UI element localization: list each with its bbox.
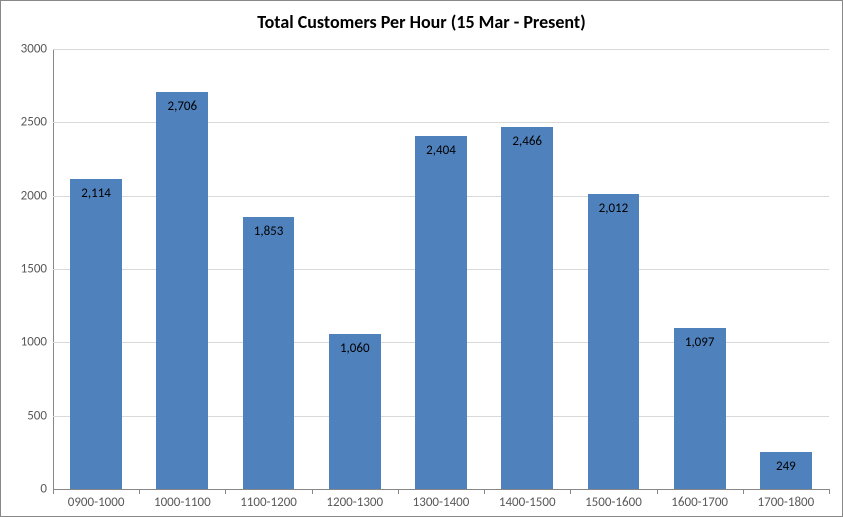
x-tick (657, 489, 658, 494)
y-tick-label: 1000 (21, 335, 53, 350)
bar-value-label: 2,404 (426, 143, 456, 158)
x-tick-label: 0900-1000 (68, 489, 125, 510)
x-tick-label: 1100-1200 (240, 489, 297, 510)
chart-title: Total Customers Per Hour (15 Mar - Prese… (1, 1, 842, 33)
x-tick-label: 1000-1100 (154, 489, 211, 510)
plot-area: 0500100015002000250030002,1140900-10002,… (53, 49, 829, 489)
bar-value-label: 2,012 (599, 201, 629, 216)
bar: 2,114 (70, 179, 122, 489)
x-tick (743, 489, 744, 494)
x-tick-label: 1200-1300 (326, 489, 383, 510)
gridline (53, 49, 829, 50)
x-tick (312, 489, 313, 494)
x-tick (398, 489, 399, 494)
bar-value-label: 249 (776, 459, 796, 474)
bar: 249 (760, 452, 812, 489)
bar: 1,853 (243, 217, 295, 489)
bar-value-label: 1,853 (254, 224, 284, 239)
x-tick-label: 1700-1800 (758, 489, 815, 510)
x-tick (139, 489, 140, 494)
y-tick-label: 3000 (21, 42, 53, 57)
bar-value-label: 1,060 (340, 341, 370, 356)
bar-value-label: 2,706 (168, 99, 198, 114)
bar: 2,706 (156, 92, 208, 489)
x-tick (484, 489, 485, 494)
bar: 2,466 (501, 127, 553, 489)
y-tick-label: 2500 (21, 115, 53, 130)
x-tick (225, 489, 226, 494)
bar: 2,404 (415, 136, 467, 489)
bar-value-label: 2,466 (512, 134, 542, 149)
x-tick-label: 1600-1700 (671, 489, 728, 510)
bar-value-label: 1,097 (685, 335, 715, 350)
bar: 1,060 (329, 334, 381, 489)
bar: 2,012 (588, 194, 640, 489)
x-tick-label: 1300-1400 (413, 489, 470, 510)
bar: 1,097 (674, 328, 726, 489)
x-tick (829, 489, 830, 494)
x-tick-label: 1400-1500 (499, 489, 556, 510)
y-tick-label: 2000 (21, 188, 53, 203)
bar-value-label: 2,114 (81, 186, 111, 201)
x-tick-label: 1500-1600 (585, 489, 642, 510)
x-tick (570, 489, 571, 494)
y-tick-label: 500 (27, 408, 53, 423)
x-tick (53, 489, 54, 494)
y-tick-label: 1500 (21, 262, 53, 277)
y-tick-label: 0 (40, 482, 53, 497)
chart-container: Total Customers Per Hour (15 Mar - Prese… (0, 0, 843, 517)
